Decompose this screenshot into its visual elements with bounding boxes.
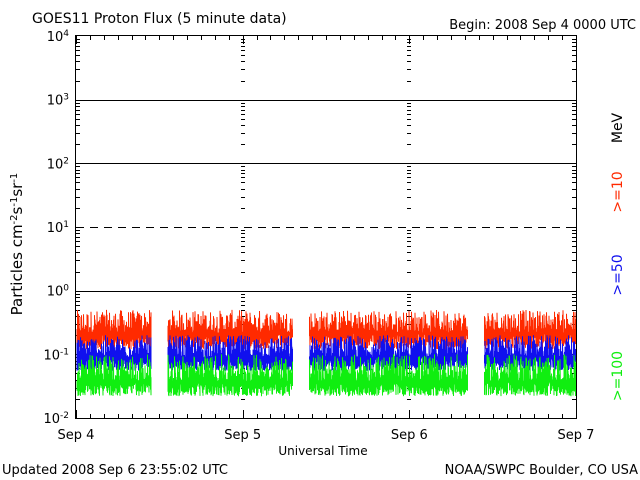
footer-updated: Updated 2008 Sep 6 23:55:02 UTC xyxy=(2,463,228,478)
legend: MeV >=10 >=50 >=100 xyxy=(610,112,626,401)
plot-frame xyxy=(75,35,577,419)
series-line-2 xyxy=(76,354,576,397)
footer-credit: NOAA/SWPC Boulder, CO USA xyxy=(445,463,638,478)
x-tick-label-0: Sep 4 xyxy=(58,428,95,443)
y-tick-label-2: 100 xyxy=(47,284,70,300)
y-tick-label-6: 104 xyxy=(47,29,70,45)
x-axis-label: Universal Time xyxy=(278,444,367,458)
series-line-0 xyxy=(76,309,576,350)
x-tick-label-2: Sep 6 xyxy=(391,428,428,443)
chart-title: GOES11 Proton Flux (5 minute data) xyxy=(32,11,287,27)
legend-entry-1: >=50 xyxy=(610,254,626,295)
legend-entry-0: >=10 xyxy=(610,171,626,212)
y-tick-label-3: 101 xyxy=(47,220,69,236)
legend-unit: MeV xyxy=(610,112,626,143)
y-tick-label-5: 103 xyxy=(47,93,69,109)
x-tick-label-3: Sep 7 xyxy=(558,428,595,443)
y-tick-label-0: 10-2 xyxy=(43,411,69,427)
legend-entry-2: >=100 xyxy=(610,351,626,401)
begin-time: Begin: 2008 Sep 4 0000 UTC xyxy=(449,18,636,33)
y-tick-label-4: 102 xyxy=(47,156,69,172)
x-tick-labels: Sep 4 Sep 5 Sep 6 Sep 7 xyxy=(58,428,595,443)
y-axis-label: Particles cm-2s-1sr-1 xyxy=(8,173,26,316)
x-tick-label-1: Sep 5 xyxy=(224,428,261,443)
reference-lines xyxy=(76,100,576,292)
data-series xyxy=(76,309,576,397)
y-tick-label-1: 10-1 xyxy=(43,347,69,363)
series-line-1 xyxy=(76,335,576,371)
y-tick-labels: 10-2 10-1 100 101 102 103 104 xyxy=(43,29,69,427)
